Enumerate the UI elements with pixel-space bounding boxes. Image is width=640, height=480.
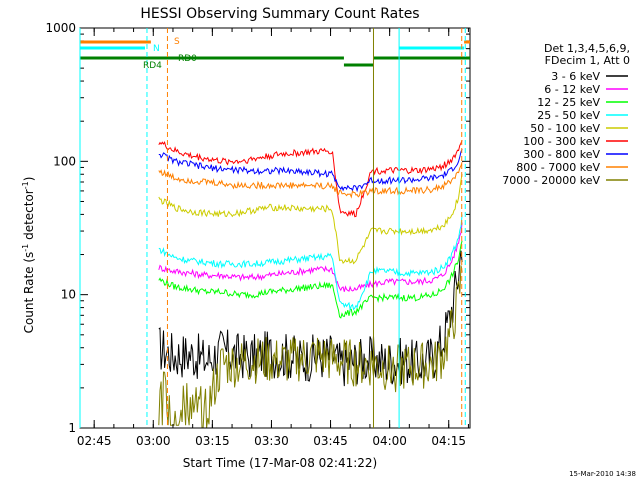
footer-timestamp: 15-Mar-2010 14:38 — [569, 470, 636, 478]
x-tick-label: 02:45 — [77, 434, 112, 448]
axes: 1 10 100 1000 02:45 03:00 03:15 03:30 03:45 04:00… — [45, 21, 471, 448]
y-axis-label: Count Rate (s-1 detector-1) — [21, 177, 36, 334]
x-tick-label: 04:15 — [431, 434, 466, 448]
legend-label: 50 - 100 keV — [530, 122, 600, 135]
x-axis-label: Start Time (17-Mar-08 02:41:22) — [183, 456, 377, 470]
legend: Det 1,3,4,5,6,9,FDecim 1, Att 0 3 - 6 keV… — [502, 42, 630, 187]
series-line-50-100-kev — [158, 174, 463, 265]
series-line-7000-20000-kev — [158, 265, 463, 429]
legend-label: 7000 - 20000 keV — [502, 174, 600, 187]
flag-label-n: N — [153, 44, 160, 54]
x-tick-label: 03:45 — [313, 434, 348, 448]
series-line-25-50-kev — [158, 214, 463, 312]
x-tick-label: 03:30 — [254, 434, 289, 448]
legend-label: 800 - 7000 keV — [516, 161, 600, 174]
y-tick-label: 10 — [61, 288, 76, 302]
legend-label: 12 - 25 keV — [537, 96, 600, 109]
flag-label-rd4: RD4 — [143, 61, 162, 71]
x-tick-label: 04:00 — [372, 434, 407, 448]
series-line-6-12-kev — [158, 222, 463, 292]
legend-label: 25 - 50 keV — [537, 109, 600, 122]
series-line-300-800-kev — [158, 148, 463, 193]
legend-header: FDecim 1, Att 0 — [545, 54, 630, 67]
series-line-3-6-kev — [158, 250, 463, 387]
series-line-100-300-kev — [158, 140, 463, 218]
legend-header: Det 1,3,4,5,6,9, — [544, 42, 630, 55]
flag-label-rd0: RD0 — [178, 54, 197, 64]
series-line-800-7000-kev — [158, 162, 463, 199]
flag-bars: S N RD4 RD0 — [79, 28, 470, 428]
legend-label: 3 - 6 keV — [551, 70, 600, 83]
legend-label: 6 - 12 keV — [544, 83, 600, 96]
y-tick-label: 1000 — [45, 21, 76, 35]
x-tick-label: 03:15 — [195, 434, 230, 448]
chart-title: HESSI Observing Summary Count Rates — [140, 6, 419, 22]
legend-label: 100 - 300 keV — [523, 135, 600, 148]
y-tick-label: 1 — [68, 421, 76, 435]
legend-label: 300 - 800 keV — [523, 148, 600, 161]
plot-area — [158, 140, 463, 429]
flag-label-s: S — [174, 37, 180, 47]
y-tick-label: 100 — [53, 154, 76, 168]
series-line-12-25-kev — [158, 240, 463, 319]
x-tick-label: 03:00 — [136, 434, 171, 448]
